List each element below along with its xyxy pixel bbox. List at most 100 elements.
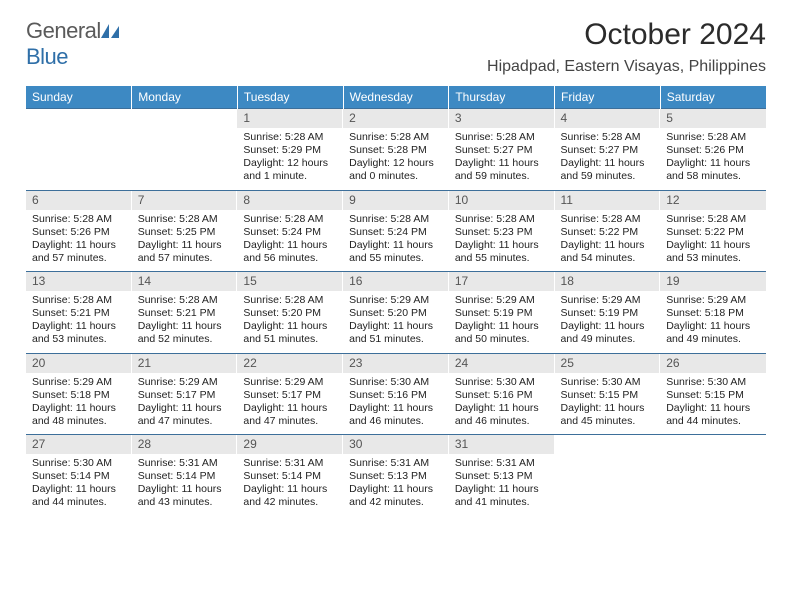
daylight-line1: Daylight: 11 hours bbox=[138, 402, 232, 415]
sunrise-text: Sunrise: 5:28 AM bbox=[243, 294, 337, 307]
day-number: 20 bbox=[26, 354, 132, 373]
daylight-line2: and 51 minutes. bbox=[349, 333, 443, 346]
daylight-line1: Daylight: 11 hours bbox=[243, 239, 337, 252]
column-header: Friday bbox=[555, 86, 661, 109]
daylight-line2: and 59 minutes. bbox=[455, 170, 549, 183]
day-body: Sunrise: 5:28 AMSunset: 5:27 PMDaylight:… bbox=[449, 128, 555, 190]
day-body: Sunrise: 5:29 AMSunset: 5:19 PMDaylight:… bbox=[555, 291, 661, 353]
sunrise-text: Sunrise: 5:29 AM bbox=[32, 376, 126, 389]
daylight-line1: Daylight: 11 hours bbox=[666, 402, 760, 415]
day-number: 14 bbox=[132, 272, 238, 291]
sunrise-text: Sunrise: 5:30 AM bbox=[349, 376, 443, 389]
column-header: Monday bbox=[132, 86, 238, 109]
week-row: 27Sunrise: 5:30 AMSunset: 5:14 PMDayligh… bbox=[26, 435, 766, 516]
day-number: 18 bbox=[555, 272, 661, 291]
sunrise-text: Sunrise: 5:28 AM bbox=[138, 294, 232, 307]
sunrise-text: Sunrise: 5:28 AM bbox=[243, 131, 337, 144]
sunset-text: Sunset: 5:20 PM bbox=[243, 307, 337, 320]
day-body: Sunrise: 5:30 AMSunset: 5:15 PMDaylight:… bbox=[660, 373, 766, 435]
daylight-line2: and 42 minutes. bbox=[349, 496, 443, 509]
daylight-line2: and 45 minutes. bbox=[561, 415, 655, 428]
day-cell: 12Sunrise: 5:28 AMSunset: 5:22 PMDayligh… bbox=[660, 190, 766, 272]
day-cell: 8Sunrise: 5:28 AMSunset: 5:24 PMDaylight… bbox=[237, 190, 343, 272]
day-number: 7 bbox=[132, 191, 238, 210]
daylight-line2: and 58 minutes. bbox=[666, 170, 760, 183]
day-cell: 5Sunrise: 5:28 AMSunset: 5:26 PMDaylight… bbox=[660, 109, 766, 191]
day-cell: 30Sunrise: 5:31 AMSunset: 5:13 PMDayligh… bbox=[343, 435, 449, 516]
daylight-line1: Daylight: 11 hours bbox=[561, 402, 655, 415]
sunrise-text: Sunrise: 5:30 AM bbox=[561, 376, 655, 389]
day-cell: 29Sunrise: 5:31 AMSunset: 5:14 PMDayligh… bbox=[237, 435, 343, 516]
sunrise-text: Sunrise: 5:29 AM bbox=[455, 294, 549, 307]
daylight-line2: and 53 minutes. bbox=[32, 333, 126, 346]
daylight-line2: and 48 minutes. bbox=[32, 415, 126, 428]
day-cell: 31Sunrise: 5:31 AMSunset: 5:13 PMDayligh… bbox=[449, 435, 555, 516]
sunrise-text: Sunrise: 5:28 AM bbox=[455, 131, 549, 144]
day-number: 28 bbox=[132, 435, 238, 454]
day-cell: 10Sunrise: 5:28 AMSunset: 5:23 PMDayligh… bbox=[449, 190, 555, 272]
day-cell: 20Sunrise: 5:29 AMSunset: 5:18 PMDayligh… bbox=[26, 353, 132, 435]
day-body: Sunrise: 5:31 AMSunset: 5:13 PMDaylight:… bbox=[449, 454, 555, 516]
day-body: Sunrise: 5:29 AMSunset: 5:18 PMDaylight:… bbox=[660, 291, 766, 353]
sunset-text: Sunset: 5:22 PM bbox=[666, 226, 760, 239]
daylight-line1: Daylight: 11 hours bbox=[32, 483, 126, 496]
day-number: 21 bbox=[132, 354, 238, 373]
calendar-body: 1Sunrise: 5:28 AMSunset: 5:29 PMDaylight… bbox=[26, 109, 766, 516]
location: Hipadpad, Eastern Visayas, Philippines bbox=[487, 58, 766, 76]
sunrise-text: Sunrise: 5:29 AM bbox=[666, 294, 760, 307]
daylight-line2: and 57 minutes. bbox=[138, 252, 232, 265]
sunrise-text: Sunrise: 5:29 AM bbox=[243, 376, 337, 389]
day-cell bbox=[660, 435, 766, 516]
daylight-line2: and 49 minutes. bbox=[666, 333, 760, 346]
column-header: Saturday bbox=[660, 86, 766, 109]
daylight-line1: Daylight: 11 hours bbox=[455, 239, 549, 252]
daylight-line2: and 42 minutes. bbox=[243, 496, 337, 509]
daylight-line1: Daylight: 11 hours bbox=[561, 320, 655, 333]
sunset-text: Sunset: 5:22 PM bbox=[561, 226, 655, 239]
daylight-line1: Daylight: 11 hours bbox=[32, 402, 126, 415]
day-body: Sunrise: 5:28 AMSunset: 5:26 PMDaylight:… bbox=[26, 210, 132, 272]
daylight-line2: and 53 minutes. bbox=[666, 252, 760, 265]
day-cell: 4Sunrise: 5:28 AMSunset: 5:27 PMDaylight… bbox=[555, 109, 661, 191]
header: General Blue October 2024 Hipadpad, East… bbox=[26, 18, 766, 76]
sunset-text: Sunset: 5:20 PM bbox=[349, 307, 443, 320]
daylight-line1: Daylight: 12 hours bbox=[349, 157, 443, 170]
day-cell: 9Sunrise: 5:28 AMSunset: 5:24 PMDaylight… bbox=[343, 190, 449, 272]
sunset-text: Sunset: 5:16 PM bbox=[455, 389, 549, 402]
day-cell: 16Sunrise: 5:29 AMSunset: 5:20 PMDayligh… bbox=[343, 272, 449, 354]
daylight-line2: and 57 minutes. bbox=[32, 252, 126, 265]
day-number: 22 bbox=[237, 354, 343, 373]
daylight-line1: Daylight: 11 hours bbox=[138, 320, 232, 333]
sunset-text: Sunset: 5:13 PM bbox=[455, 470, 549, 483]
day-number: 2 bbox=[343, 109, 449, 128]
day-cell: 27Sunrise: 5:30 AMSunset: 5:14 PMDayligh… bbox=[26, 435, 132, 516]
sunset-text: Sunset: 5:14 PM bbox=[138, 470, 232, 483]
day-number: 3 bbox=[449, 109, 555, 128]
daylight-line2: and 41 minutes. bbox=[455, 496, 549, 509]
day-cell: 15Sunrise: 5:28 AMSunset: 5:20 PMDayligh… bbox=[237, 272, 343, 354]
calendar-table: SundayMondayTuesdayWednesdayThursdayFrid… bbox=[26, 86, 766, 516]
day-cell: 23Sunrise: 5:30 AMSunset: 5:16 PMDayligh… bbox=[343, 353, 449, 435]
sunrise-text: Sunrise: 5:28 AM bbox=[455, 213, 549, 226]
day-number: 26 bbox=[660, 354, 766, 373]
week-row: 1Sunrise: 5:28 AMSunset: 5:29 PMDaylight… bbox=[26, 109, 766, 191]
day-body: Sunrise: 5:29 AMSunset: 5:17 PMDaylight:… bbox=[132, 373, 238, 435]
daylight-line2: and 56 minutes. bbox=[243, 252, 337, 265]
sunset-text: Sunset: 5:17 PM bbox=[243, 389, 337, 402]
day-number: 1 bbox=[237, 109, 343, 128]
daylight-line2: and 44 minutes. bbox=[666, 415, 760, 428]
sunrise-text: Sunrise: 5:31 AM bbox=[349, 457, 443, 470]
day-cell: 11Sunrise: 5:28 AMSunset: 5:22 PMDayligh… bbox=[555, 190, 661, 272]
day-cell: 14Sunrise: 5:28 AMSunset: 5:21 PMDayligh… bbox=[132, 272, 238, 354]
sunrise-text: Sunrise: 5:28 AM bbox=[138, 213, 232, 226]
day-cell: 2Sunrise: 5:28 AMSunset: 5:28 PMDaylight… bbox=[343, 109, 449, 191]
day-body: Sunrise: 5:28 AMSunset: 5:22 PMDaylight:… bbox=[555, 210, 661, 272]
day-body: Sunrise: 5:30 AMSunset: 5:16 PMDaylight:… bbox=[449, 373, 555, 435]
day-cell: 6Sunrise: 5:28 AMSunset: 5:26 PMDaylight… bbox=[26, 190, 132, 272]
day-number: 8 bbox=[237, 191, 343, 210]
daylight-line1: Daylight: 11 hours bbox=[138, 483, 232, 496]
day-number: 25 bbox=[555, 354, 661, 373]
daylight-line1: Daylight: 11 hours bbox=[666, 320, 760, 333]
daylight-line2: and 52 minutes. bbox=[138, 333, 232, 346]
daylight-line1: Daylight: 11 hours bbox=[561, 239, 655, 252]
